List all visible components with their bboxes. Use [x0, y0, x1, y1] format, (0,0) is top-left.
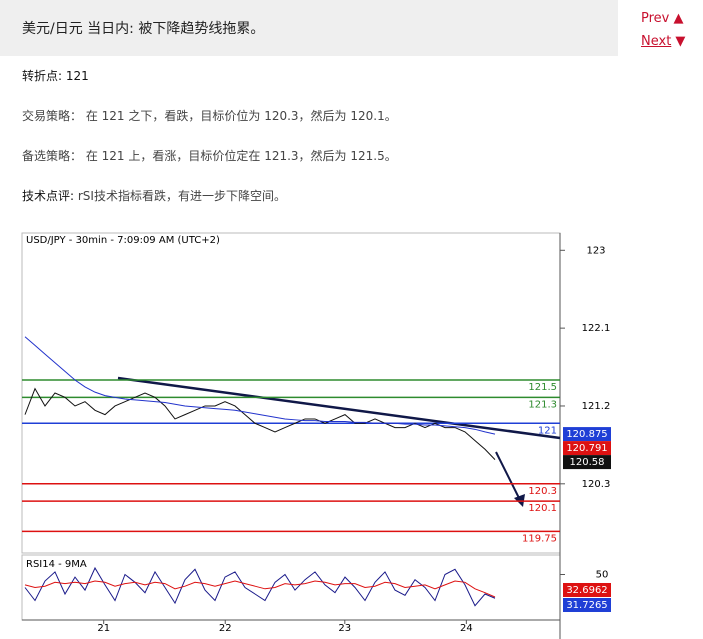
text: 在 121 上，看涨，目标价位定在 121.3，然后为 121.5。 — [85, 149, 397, 163]
y-tick-label: 123 — [586, 245, 605, 256]
price-panel — [21, 232, 561, 554]
strategy: 交易策略： 在 121 之下，看跌，目标价位为 120.3，然后为 120.1。 — [22, 107, 397, 124]
next-text[interactable]: Next — [641, 34, 672, 49]
arrow — [495, 451, 521, 501]
y-tick-label: 50 — [596, 570, 609, 581]
prev-text[interactable]: Prev — [641, 11, 670, 26]
level-label: 120.1 — [528, 503, 557, 514]
chart-title: USD/JPY - 30min - 7:09:09 AM (UTC+2) — [26, 235, 220, 246]
rsi-title: RSI14 - 9MA — [26, 559, 87, 570]
y-tick-label: 120.3 — [582, 479, 611, 490]
prev-link[interactable]: Prev ▲ — [641, 11, 684, 26]
value-box — [563, 427, 611, 442]
text: rSI技术指标看跌，有进一步下降空间。 — [77, 189, 286, 203]
level-label: 120.3 — [528, 486, 557, 497]
comment: 技术点评: rSI技术指标看跌，有进一步下降空间。 — [22, 187, 286, 204]
header: 美元/日元 当日内: 被下降趋势线拖累。 — [0, 0, 618, 56]
price-line — [24, 336, 496, 435]
value-label: 120.58 — [570, 457, 605, 468]
pivot: 转折点: 121 — [22, 67, 89, 84]
label: 备选策略： — [22, 149, 83, 163]
text: 在 121 之下，看跌，目标价位为 120.3，然后为 120.1。 — [85, 109, 397, 123]
value-label: 120.875 — [566, 429, 607, 440]
level-label: 121 — [538, 425, 557, 436]
level-label: 121.3 — [528, 399, 557, 410]
label: 转折点: — [22, 69, 63, 83]
value-box — [563, 582, 611, 597]
y-tick-label: 121.2 — [582, 401, 611, 412]
label: 技术点评: — [22, 189, 75, 203]
trend-line — [117, 376, 561, 440]
x-tick-label: 24 — [460, 623, 473, 634]
rsi-panel — [21, 554, 561, 621]
y-tick-label: 122.1 — [582, 323, 611, 334]
value-label: 120.791 — [566, 443, 607, 454]
next-link[interactable]: Next ▼ — [641, 34, 686, 49]
x-tick-label: 22 — [219, 623, 232, 634]
label: 交易策略： — [22, 109, 83, 123]
value-box — [563, 441, 611, 456]
alt-strategy: 备选策略： 在 121 上，看涨，目标价位定在 121.3，然后为 121.5。 — [22, 147, 397, 164]
x-tick-label: 21 — [97, 623, 110, 634]
x-tick-label: 23 — [338, 623, 351, 634]
value-box — [563, 597, 611, 612]
header-title: 美元/日元 当日内: 被下降趋势线拖累。 — [22, 21, 265, 37]
price-line — [24, 387, 496, 460]
text: 121 — [65, 69, 89, 83]
value-box — [563, 455, 611, 470]
value-label: 31.7265 — [566, 600, 607, 611]
rsi-line — [24, 566, 496, 607]
rsi-line — [24, 580, 496, 598]
level-label: 119.75 — [522, 533, 557, 544]
level-label: 121.5 — [528, 382, 557, 393]
value-label: 32.6962 — [566, 585, 607, 596]
